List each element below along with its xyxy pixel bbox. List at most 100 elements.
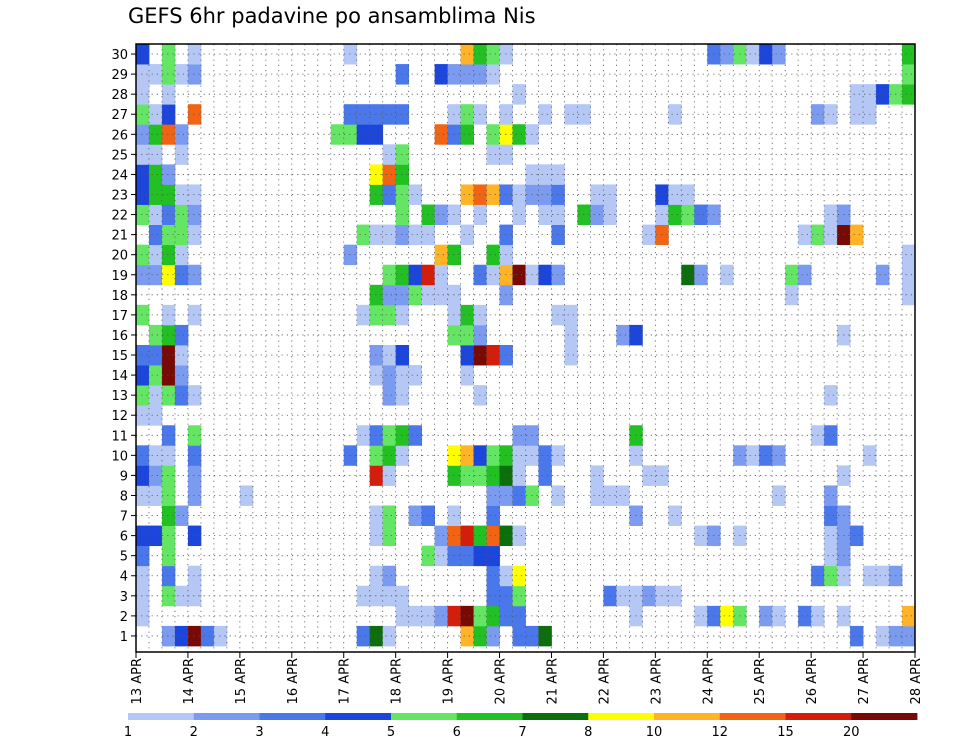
heatmap-cell [161,64,176,85]
heatmap-cell [824,425,838,446]
heatmap-cell [148,224,163,246]
heatmap-cell [187,184,202,205]
heatmap-cell [343,445,358,466]
y-tick-label: 20 [111,249,128,264]
heatmap-cell [136,405,150,426]
x-tick-label: 17 APR [338,658,353,704]
heatmap-cells [136,44,916,647]
heatmap-cell [187,64,202,85]
heatmap-cell [850,625,864,647]
heatmap-cell [564,304,578,326]
heatmap-cell [343,104,358,125]
heatmap-cell [161,224,176,246]
legend-label: 7 [518,725,526,740]
y-tick-label: 26 [111,128,128,143]
heatmap-cell [486,465,500,486]
heatmap-cell [512,445,526,466]
heatmap-cell [213,625,228,647]
heatmap-cell [434,204,448,225]
heatmap-cell [460,525,474,547]
y-tick-label: 4 [120,570,128,585]
heatmap-cell [798,605,812,627]
heatmap-cell [512,84,526,105]
heatmap-cell [343,244,358,266]
x-tick-label: 16 APR [286,658,301,704]
heatmap-cell [174,124,189,145]
y-tick-label: 18 [111,289,128,304]
heatmap-cell [486,605,500,627]
legend-label: 12 [711,725,728,740]
heatmap-cell [148,445,163,466]
heatmap-cell [148,405,163,426]
heatmap-cell [148,104,163,125]
heatmap-cell [642,585,656,607]
heatmap-cell [136,445,150,466]
heatmap-cell [434,605,448,627]
heatmap-cell [356,585,371,607]
x-tick-label: 24 APR [701,658,716,704]
heatmap-cell [382,565,397,587]
heatmap-cell [538,465,552,486]
heatmap-cell [136,264,150,286]
heatmap-cell [187,385,202,406]
heatmap-cell [382,144,397,165]
heatmap-cell [161,485,176,506]
heatmap-cell [382,425,397,446]
heatmap-cell [824,525,838,547]
heatmap-cell [876,565,890,587]
heatmap-cell [161,565,176,587]
heatmap-cell [486,264,500,286]
heatmap-cell [460,224,474,246]
legend-label: 10 [646,725,663,740]
legend-label: 4 [321,725,329,740]
heatmap-cell [902,84,916,105]
legend-label: 8 [584,725,592,740]
heatmap-cell [824,565,838,587]
heatmap-cell [434,284,448,306]
y-tick-label: 30 [111,48,128,63]
heatmap-cell [538,445,552,466]
heatmap-cell [798,224,812,246]
heatmap-cell [460,44,474,65]
y-tick-label: 23 [111,188,128,203]
x-tick-label: 26 APR [805,658,820,704]
heatmap-cell [824,485,838,506]
heatmap-cell [174,184,189,205]
y-tick-label: 2 [120,610,128,625]
heatmap-cell [902,44,916,65]
heatmap-cell [486,565,500,587]
heatmap-cell [174,64,189,85]
heatmap-cell [486,585,500,607]
heatmap-cell [136,344,150,366]
heatmap-cell [187,104,202,125]
heatmap-cell [161,545,176,567]
heatmap-cell [564,344,578,366]
heatmap-cell [902,625,916,647]
y-tick-label: 3 [120,590,128,605]
y-tick-label: 5 [120,550,128,565]
heatmap-cell [174,244,189,266]
heatmap-cell [174,264,189,286]
heatmap-cell [512,585,526,607]
heatmap-cell [538,204,552,225]
heatmap-cell [382,585,397,607]
heatmap-cell [174,585,189,607]
y-tick-label: 9 [120,469,128,484]
x-tick-label: 23 APR [649,658,664,704]
heatmap-cell [174,625,189,647]
heatmap-cell [460,445,474,466]
heatmap-cell [486,344,500,366]
heatmap-cell [512,184,526,205]
legend-swatch [128,713,195,720]
legend-swatch [259,713,326,720]
heatmap-cell [161,184,176,205]
heatmap-cell [187,204,202,225]
heatmap-cell [148,244,163,266]
heatmap-cell [161,204,176,225]
heatmap-cell [382,284,397,306]
heatmap-cell [902,264,916,286]
heatmap-cell [200,625,215,647]
heatmap-cell [187,465,202,486]
heatmap-cell [746,445,760,466]
heatmap-cell [136,144,150,165]
